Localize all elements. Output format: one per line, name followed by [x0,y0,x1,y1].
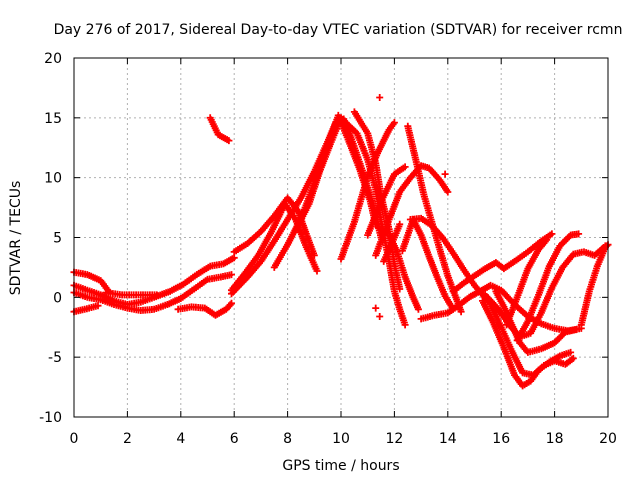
series-track-20 [398,216,457,313]
data-point [313,267,321,275]
chart-title: Day 276 of 2017, Sidereal Day-to-day VTE… [54,22,623,38]
series-track-29 [503,236,551,329]
x-tick-label: 8 [283,431,292,447]
y-tick-label: 10 [44,171,62,187]
series-track-14 [350,108,404,293]
data-point [569,354,577,362]
data-point [94,302,102,310]
x-tick-label: 10 [332,431,350,447]
series-track-26 [479,297,575,390]
data-point [228,299,235,307]
x-tick-label: 0 [70,431,79,447]
isolated-points [372,94,449,320]
data-point [457,308,465,316]
axis-ticks: 0 2 4 6 8 10 12 14 16 18 20 -10 -5 0 5 10 15 20 [39,51,617,447]
data-point [376,94,384,101]
x-tick-label: 14 [439,431,457,447]
data-point [376,313,384,320]
x-tick-label: 16 [492,431,510,447]
data-point [444,188,452,196]
data-point [372,304,380,312]
y-tick-label: 15 [44,111,62,127]
y-tick-label: 20 [44,51,62,67]
data-point [230,254,238,262]
x-tick-label: 12 [385,431,403,447]
series-track-6 [174,299,235,319]
data-point [225,137,233,145]
y-tick-label: -10 [39,410,62,426]
series-track-4 [70,302,102,316]
data-point [401,321,409,329]
data-point [396,285,404,293]
series-track-13 [337,119,398,263]
series-track-21 [374,224,422,313]
series-track-15 [364,163,409,239]
data-point [396,220,404,228]
grid [74,58,608,417]
x-tick-label: 18 [546,431,564,447]
data-points [70,94,612,390]
x-axis-label: GPS time / hours [282,458,399,474]
data-point [572,326,580,334]
x-tick-label: 6 [230,431,239,447]
data-point [603,242,611,250]
x-tick-label: 2 [123,431,132,447]
x-tick-label: 4 [176,431,185,447]
series-track-28 [513,230,583,344]
series-track-7 [206,114,233,145]
data-point [543,236,551,244]
y-tick-label: -5 [48,350,62,366]
x-tick-label: 20 [599,431,617,447]
data-point [401,163,409,171]
series-track-5 [102,289,161,299]
data-point [567,348,575,356]
y-tick-label: 5 [53,231,62,247]
data-point [575,230,583,238]
y-axis-label: SDTVAR / TECUs [8,181,24,296]
data-point [548,230,556,238]
data-point [414,305,422,313]
series-track-18 [404,122,465,316]
series-track-27 [481,242,609,341]
y-tick-label: 0 [53,290,62,306]
series-track-3 [70,271,235,314]
series-track-30 [577,241,612,329]
data-point [441,170,449,178]
data-point [153,291,161,299]
data-point [228,271,235,279]
data-point [390,119,398,127]
